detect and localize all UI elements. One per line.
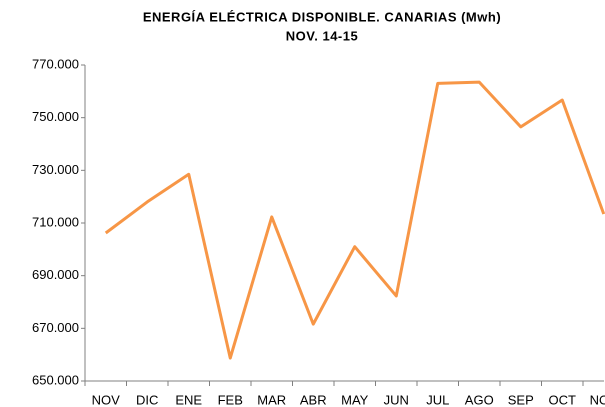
- chart-subtitle: NOV. 14-15: [286, 28, 358, 43]
- x-tick-label: JUL: [426, 392, 449, 407]
- y-tick-label: 770.000: [32, 56, 79, 71]
- x-tick-label: JUN: [384, 392, 409, 407]
- x-tick-label: MAR: [257, 392, 286, 407]
- x-tick-label: MAY: [341, 392, 369, 407]
- y-tick-label: 650.000: [32, 372, 79, 387]
- y-tick-label: 690.000: [32, 267, 79, 282]
- chart-title: ENERGÍA ELÉCTRICA DISPONIBLE. CANARIAS (…: [143, 9, 501, 24]
- x-tick-label: FEB: [218, 392, 243, 407]
- y-tick-label: 710.000: [32, 214, 79, 229]
- x-tick-label: OCT: [549, 392, 577, 407]
- x-tick-label: AGO: [465, 392, 494, 407]
- x-tick-label: DIC: [136, 392, 158, 407]
- x-tick-label: SEP: [508, 392, 534, 407]
- x-tick-label: NOV: [590, 392, 605, 407]
- line-series: [104, 80, 605, 360]
- x-tick-label: ENE: [175, 392, 202, 407]
- y-tick-label: 750.000: [32, 109, 79, 124]
- y-tick-label: 730.000: [32, 162, 79, 177]
- x-tick-label: NOV: [92, 392, 121, 407]
- x-tick-label: ABR: [300, 392, 327, 407]
- y-tick-label: 670.000: [32, 320, 79, 335]
